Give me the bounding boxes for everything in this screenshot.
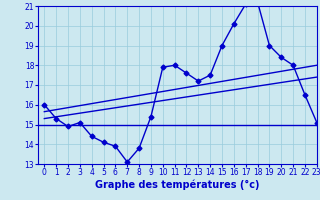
X-axis label: Graphe des températures (°c): Graphe des températures (°c)	[95, 180, 260, 190]
